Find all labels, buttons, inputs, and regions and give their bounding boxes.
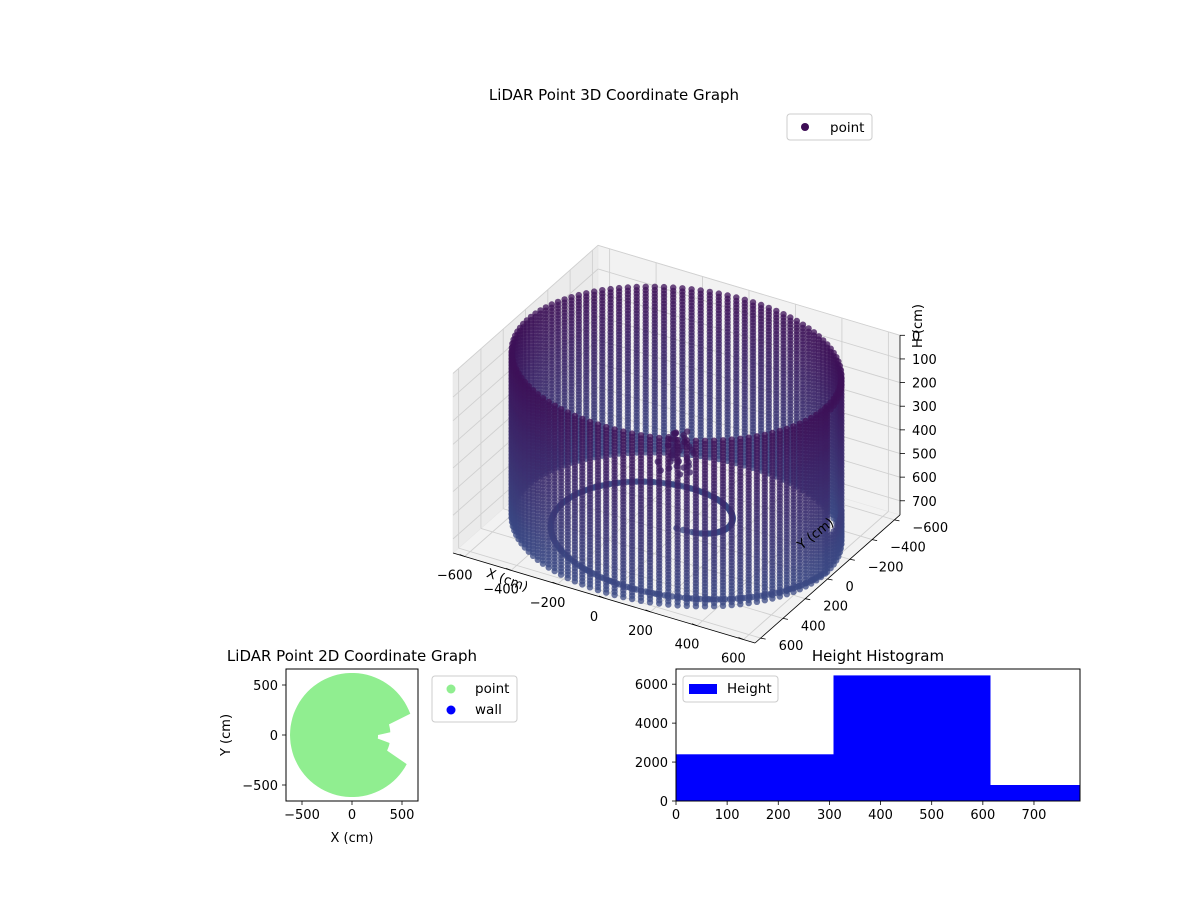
chart-3d-gridline <box>458 547 761 639</box>
chart-3d-point <box>545 564 552 571</box>
chart-3d-point <box>551 567 558 575</box>
chart-3d-point <box>603 589 610 596</box>
chart-3d-point <box>802 583 809 590</box>
chart-3d-point <box>683 428 691 435</box>
chart-3d-point <box>637 597 645 604</box>
chart-3d-point <box>620 593 627 601</box>
chart-3d-gridline <box>597 268 901 360</box>
chart-3d-point <box>594 586 602 594</box>
chart-3d-point <box>672 430 679 437</box>
chart-3d-point <box>534 556 541 563</box>
chart-3d-point <box>564 574 571 582</box>
chart-3d-gridline <box>452 244 599 374</box>
chart-3d-point <box>796 586 803 593</box>
chart-3d-point <box>586 584 594 591</box>
chart-3d-point <box>611 591 618 599</box>
chart-3d-point <box>529 552 537 559</box>
chart-3d-point <box>539 560 547 567</box>
chart-3d: −600−400−2000200400600−600−400−200020040… <box>437 86 948 667</box>
chart-3d-gridline <box>597 244 901 336</box>
chart-3d-point <box>646 599 654 606</box>
chart-3d-point <box>628 595 636 603</box>
chart-3d-point <box>571 578 579 585</box>
chart-3d-point <box>557 571 565 578</box>
chart-3d-point <box>579 581 586 588</box>
chart-3d-points <box>508 283 845 610</box>
chart-3d-point <box>808 580 815 587</box>
